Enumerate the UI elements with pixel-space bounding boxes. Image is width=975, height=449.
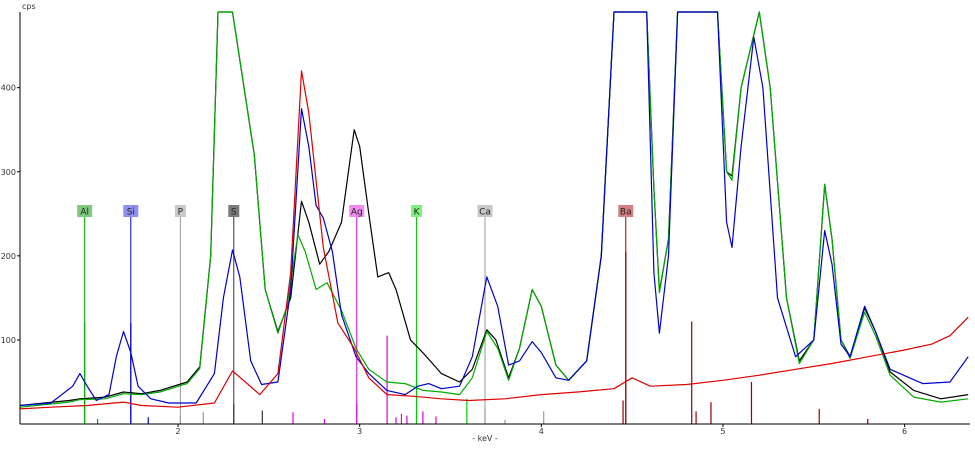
element-label-box [228,205,240,217]
element-label-box [77,205,93,217]
spectrum-series [19,11,969,410]
element-label: P [178,208,184,218]
spectrum-line [19,70,969,410]
element-label-box [174,205,186,217]
x-tick-label: 2 [175,427,180,436]
axes: 2 3 4 5 6 100 200 300 400 [1,12,970,436]
x-axis-label: - keV - [472,434,498,443]
x-tick-label: 3 [357,427,362,436]
x-tick-label: 4 [539,427,544,436]
element-label: Al [80,208,89,218]
x-tick-label: 5 [720,427,725,436]
element-label: Ca [479,208,491,218]
element-label-box [123,205,139,217]
element-labels: Al Si P S Ag K Ca Ba [77,205,634,218]
element-label-box [477,205,493,217]
element-label: K [414,208,421,218]
y-tick-label: 200 [1,252,16,261]
element-label-box [349,205,365,217]
element-label: Si [127,208,135,218]
y-tick-label: 400 [1,84,16,93]
y-tick-label: 300 [1,168,16,177]
element-label-box [411,205,423,217]
spectrum-line [19,11,969,408]
element-label: S [231,208,237,218]
x-tick-label: 6 [902,427,907,436]
y-tick-label: 100 [1,336,16,345]
element-label-box [618,205,634,217]
element-label: Ba [620,208,632,218]
element-label: Ag [351,208,363,218]
y-axis-label: cps [22,2,36,11]
element-markers [84,217,627,424]
spectrum-line [19,11,969,407]
